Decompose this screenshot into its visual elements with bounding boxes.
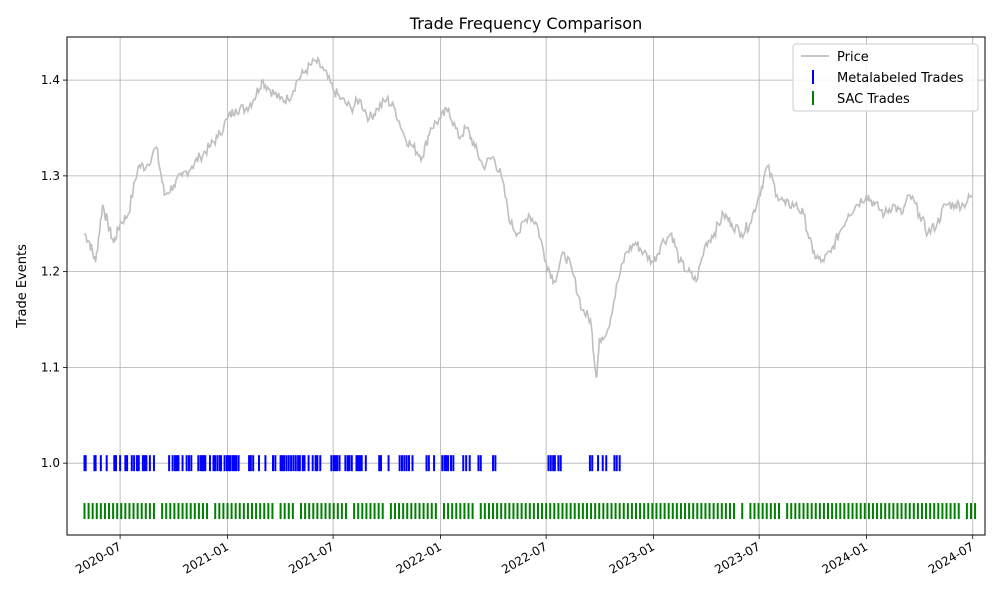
y-tick-label: 1.0 — [41, 456, 60, 470]
legend-price-label: Price — [837, 50, 869, 65]
price-line — [83, 56, 974, 379]
trade-event-markers — [83, 455, 977, 520]
y-tick-label: 1.3 — [41, 169, 60, 183]
legend: Price Metalabeled Trades SAC Trades — [792, 43, 979, 112]
legend-box — [792, 43, 979, 112]
y-tick-label: 1.4 — [41, 73, 60, 87]
y-tick-label: 1.1 — [41, 360, 60, 374]
chart-title: Trade Frequency Comparison — [409, 14, 642, 33]
y-tick-label: 1.2 — [41, 265, 60, 279]
grid-lines — [67, 37, 985, 535]
legend-sac-label: SAC Trades — [837, 92, 910, 107]
legend-metalabeled-label: Metalabeled Trades — [837, 71, 964, 86]
price-line-layer — [83, 56, 974, 379]
y-axis-label: Trade Events — [15, 244, 30, 329]
plot-frame — [66, 36, 986, 536]
